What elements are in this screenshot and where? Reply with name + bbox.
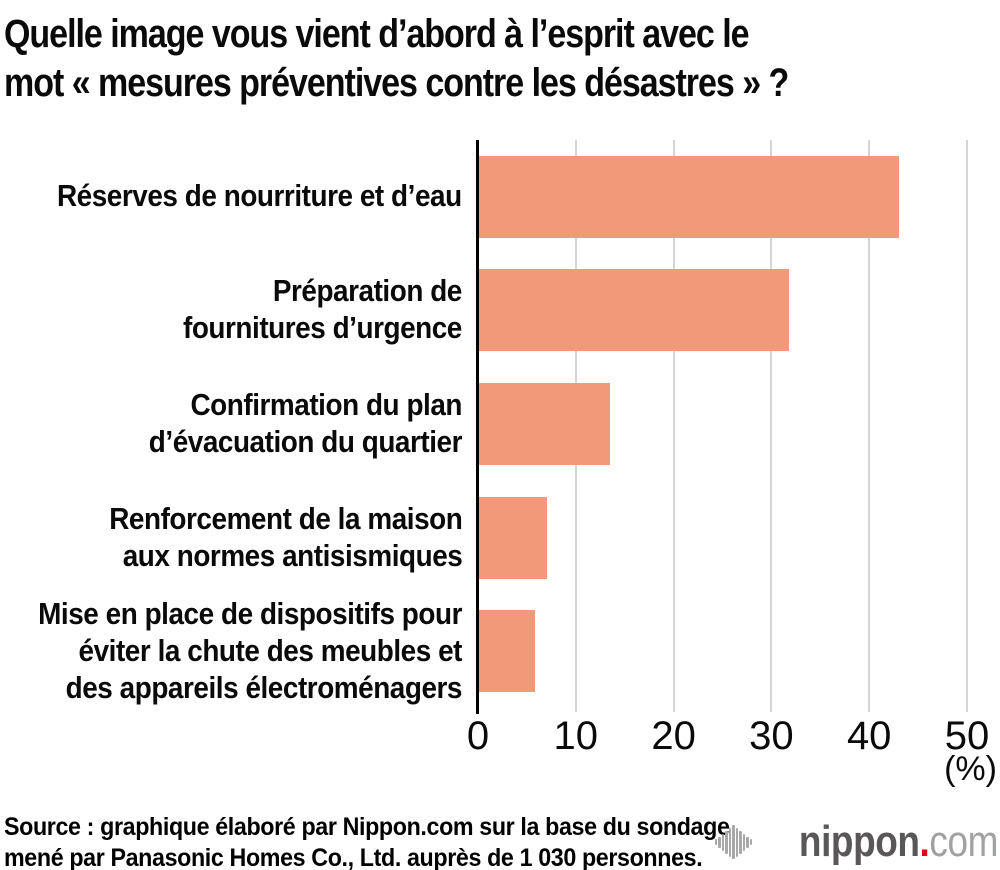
x-tick-label-50: 50 [944,714,990,758]
logo-dot-text: . [919,817,930,866]
chart-title: Quelle image vous vient d’abord à l’espr… [4,10,789,108]
x-tick-label-10: 10 [553,714,599,758]
soundwave-bar [732,825,735,859]
gridline-40 [868,140,871,712]
x-tick-label-40: 40 [846,714,892,758]
soundwave-bar [735,827,739,857]
x-tick-label-0: 0 [466,714,490,758]
x-axis-unit-label: (%) [944,750,997,788]
category-label-4: Mise en place de dispositifs pour éviter … [38,595,463,705]
gridline-50 [966,140,968,712]
soundwave-bar [742,833,746,851]
soundwave-bar [714,839,718,845]
plot-area [476,140,968,714]
y-axis-line [476,140,479,714]
soundwave-bar [725,830,728,854]
x-tick-label-30: 30 [749,714,794,758]
category-label-1: Préparation de fournitures d’urgence [183,273,462,346]
nippon-com-wordmark: nippon. com [799,817,998,867]
gridline-20 [672,140,675,712]
soundwave-bar [721,833,725,851]
soundwave-bar [746,836,749,848]
bar-2 [479,383,611,465]
category-label-0: Réserves de nourriture et d’eau [57,178,462,214]
bar-3 [479,496,548,579]
bar-4 [479,610,535,693]
logo-tld-text: com [929,817,998,866]
category-label-3: Renforcement de la maison aux normes anti… [108,500,463,573]
chart-title-line2: mot « mesures préventives contre les dés… [4,61,789,105]
source-note: Source : graphique élaboré par Nippon.co… [4,812,730,870]
source-note-line1: Source : graphique élaboré par Nippon.co… [4,813,730,841]
source-note-line2: mené par Panasonic Homes Co., Ltd. auprè… [4,844,703,870]
soundwave-bar [728,827,732,857]
soundwave-bar [718,836,721,848]
bar-0 [479,155,899,238]
gridline-30 [770,140,773,712]
chart-title-line1: Quelle image vous vient d’abord à l’espr… [4,12,750,56]
soundwave-bar [749,839,753,845]
category-labels-column: Réserves de nourriture et d’eau Préparati… [0,0,462,870]
soundwave-bar [739,830,742,854]
nippon-com-logo: nippon. com [714,816,998,868]
logo-name-text: nippon [798,817,920,866]
category-label-2: Confirmation du plan d’évacuation du quar… [148,387,463,459]
x-tick-label-20: 20 [651,714,696,758]
bar-1 [479,269,790,352]
soundwave-bars-icon [714,822,753,862]
